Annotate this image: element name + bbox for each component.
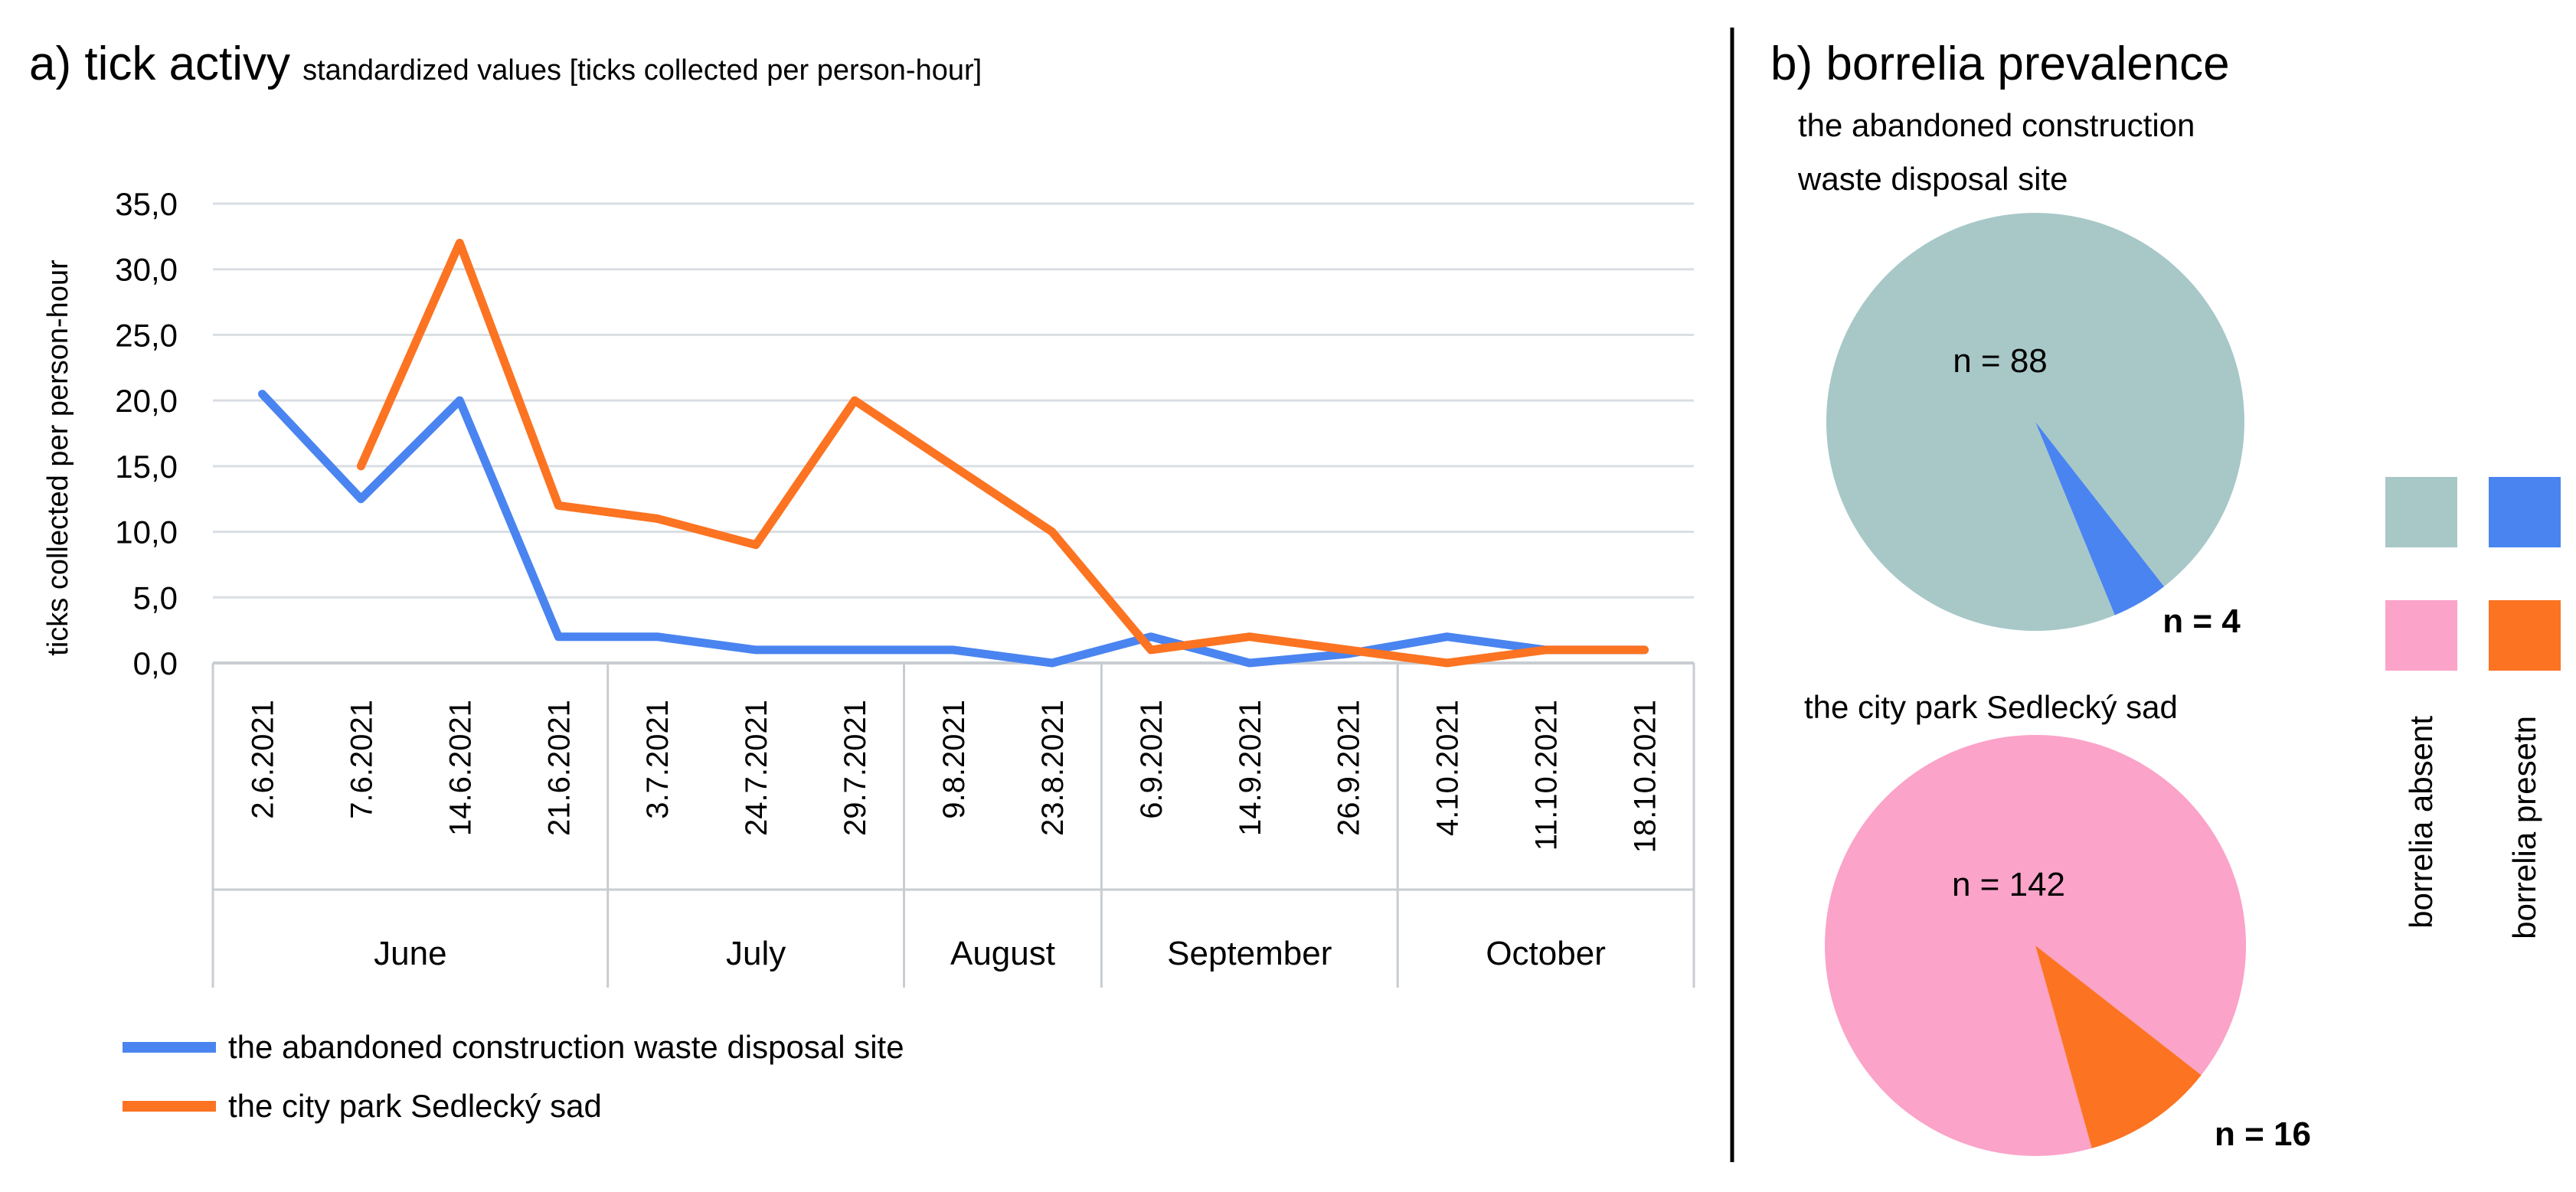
y-axis-ticks: 0,0 5,0 10,0 15,0 20,0 25,0 30,0 35,0 bbox=[115, 186, 178, 681]
pie-legend: borrelia absent borrelia presetn bbox=[2385, 477, 2561, 939]
pie-label-absent-park: n = 142 bbox=[1952, 866, 2065, 903]
legend-label-present: borrelia presetn bbox=[2506, 716, 2542, 939]
x-tick-label: 14.9.2021 bbox=[1234, 700, 1267, 836]
pie-label-present-park: n = 16 bbox=[2215, 1115, 2311, 1153]
x-tick-label: 6.9.2021 bbox=[1135, 700, 1169, 819]
pie1-title-line1: the abandoned construction bbox=[1798, 107, 2195, 143]
x-tick-label: 14.6.2021 bbox=[443, 700, 477, 836]
x-tick-label: 26.9.2021 bbox=[1332, 700, 1366, 836]
y-tick-label: 15,0 bbox=[115, 449, 178, 485]
x-tick-label: 9.8.2021 bbox=[937, 700, 971, 819]
panel-b-title: b) borrelia prevalence bbox=[1770, 38, 2230, 90]
pie-slice-present-park bbox=[2035, 945, 2202, 1148]
panel-a-title-sub: standardized values [ticks collected per… bbox=[302, 54, 982, 87]
panel-a-title-main: a) tick activy bbox=[29, 38, 290, 90]
legend-label-absent: borrelia absent bbox=[2403, 716, 2439, 929]
x-tick-label: 18.10.2021 bbox=[1629, 700, 1662, 853]
x-tick-label: 23.8.2021 bbox=[1036, 700, 1070, 836]
x-tick-label: 4.10.2021 bbox=[1431, 700, 1465, 836]
month-label: August bbox=[950, 935, 1055, 972]
x-tick-label: 2.6.2021 bbox=[246, 700, 280, 819]
y-tick-label: 0,0 bbox=[133, 645, 178, 681]
legend-label-waste: the abandoned construction waste disposa… bbox=[228, 1029, 904, 1065]
x-tick-label: 3.7.2021 bbox=[641, 700, 675, 819]
series-line-waste bbox=[258, 390, 1649, 668]
series-lines bbox=[258, 238, 1649, 668]
pie-label-absent-waste: n = 88 bbox=[1953, 342, 2048, 380]
y-tick-label: 35,0 bbox=[115, 186, 178, 222]
legend-swatch-present-park bbox=[2489, 600, 2561, 671]
month-label: June bbox=[374, 935, 446, 972]
line-legend: the abandoned construction waste disposa… bbox=[123, 1029, 904, 1124]
y-tick-label: 10,0 bbox=[115, 514, 178, 550]
pie-slice-absent-waste bbox=[1826, 213, 2244, 632]
x-tick-label: 21.6.2021 bbox=[542, 700, 576, 836]
series-line-park bbox=[356, 238, 1649, 668]
x-tick-label: 29.7.2021 bbox=[839, 700, 872, 836]
pie2-title: the city park Sedlecký sad bbox=[1804, 689, 2178, 725]
month-label: October bbox=[1486, 935, 1606, 972]
month-label: September bbox=[1167, 935, 1332, 972]
line-chart: 0,0 5,0 10,0 15,0 20,0 25,0 30,0 35,0 2.6.2021 7… bbox=[115, 186, 1695, 988]
y-tick-label: 25,0 bbox=[115, 317, 178, 353]
pie-slice-present-waste bbox=[2035, 422, 2165, 616]
x-tick-label: 7.6.2021 bbox=[345, 700, 378, 819]
panel-a-title: a) tick activy standardized values [ticks… bbox=[29, 38, 982, 90]
y-axis-label: ticks collected per person-hour bbox=[42, 260, 74, 656]
y-tick-label: 30,0 bbox=[115, 252, 178, 288]
y-tick-label: 20,0 bbox=[115, 383, 178, 419]
pie1-title-line2: waste disposal site bbox=[1797, 161, 2068, 197]
y-tick-label: 5,0 bbox=[133, 580, 178, 616]
legend-label-park: the city park Sedlecký sad bbox=[228, 1088, 602, 1124]
pie-chart-waste-site: n = 88 n = 4 bbox=[1826, 213, 2244, 640]
pie-slice-absent-park bbox=[1825, 734, 2247, 1156]
legend-swatch-absent-waste bbox=[2385, 477, 2457, 547]
pie-label-present-waste: n = 4 bbox=[2162, 603, 2241, 640]
month-label: July bbox=[726, 935, 786, 972]
pie-chart-city-park: n = 142 n = 16 bbox=[1825, 734, 2311, 1156]
x-tick-label: 11.10.2021 bbox=[1530, 700, 1564, 851]
legend-swatch-present-waste bbox=[2489, 477, 2561, 547]
x-axis: 2.6.2021 7.6.2021 14.6.2021 21.6.2021 3.7.20… bbox=[211, 663, 1695, 988]
x-tick-label: 24.7.2021 bbox=[740, 700, 773, 836]
legend-swatch-absent-park bbox=[2385, 600, 2457, 671]
grid-lines bbox=[213, 202, 1694, 665]
